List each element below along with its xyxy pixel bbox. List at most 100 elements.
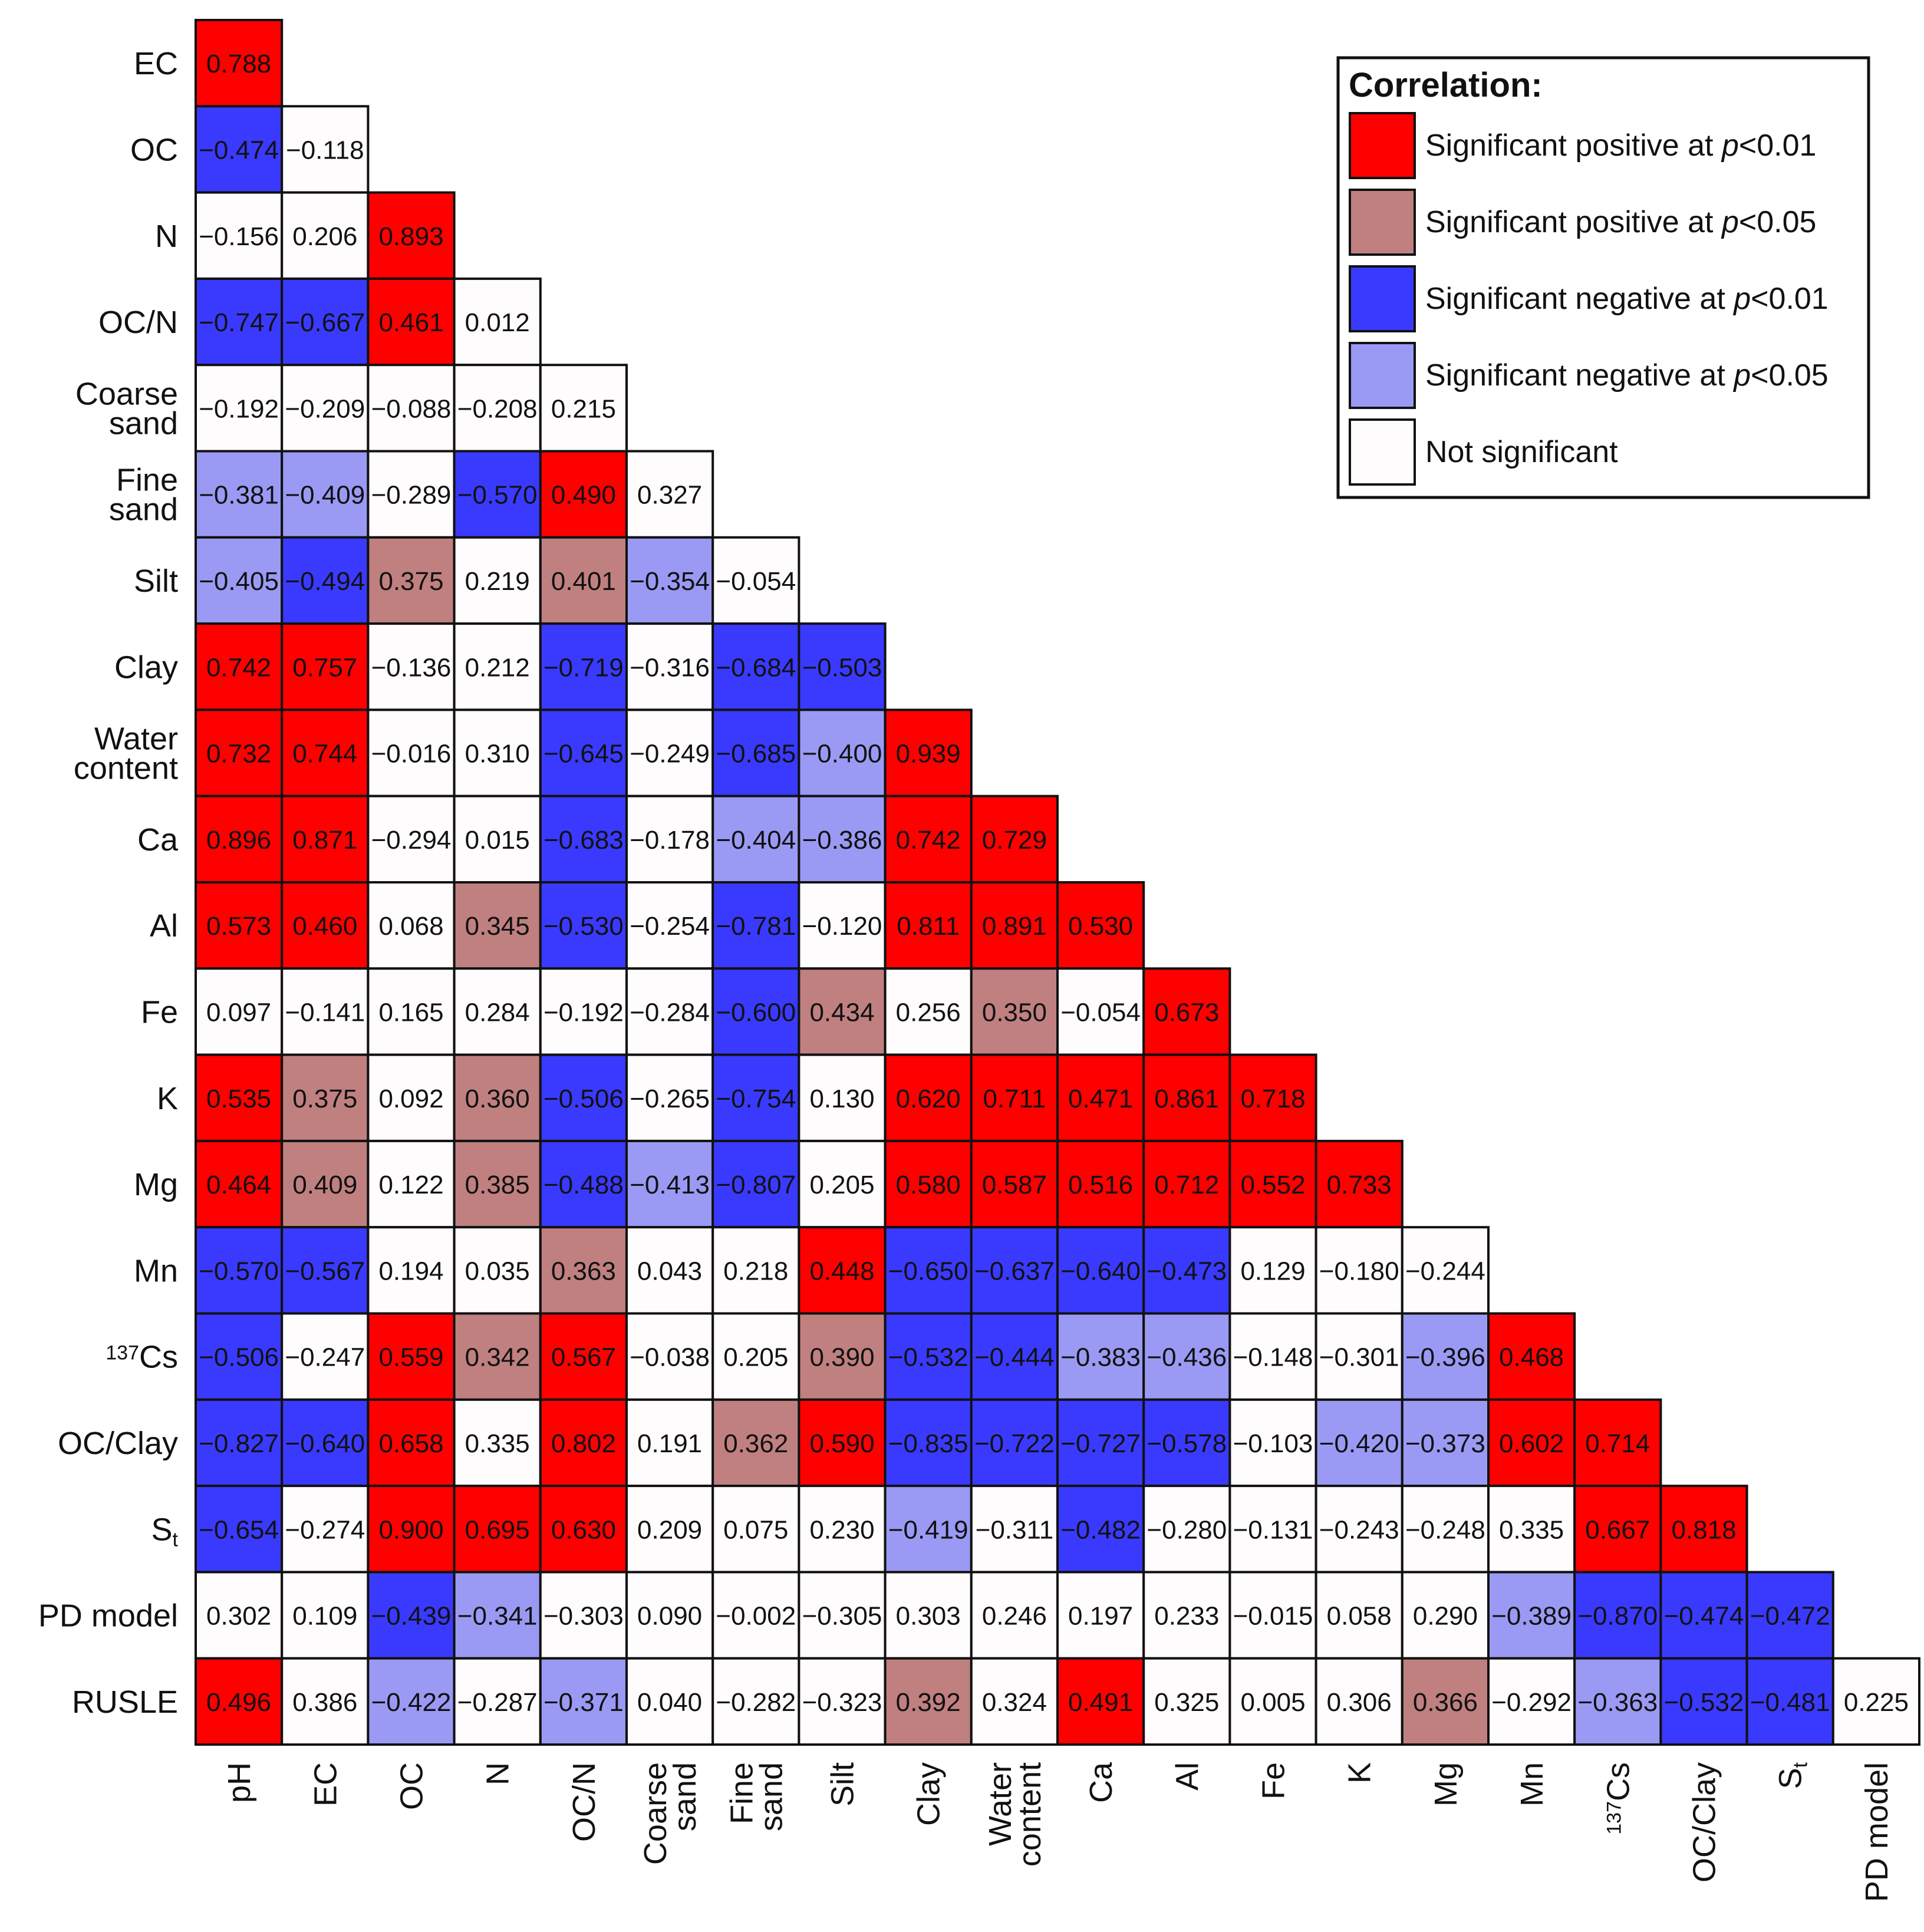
cell-value: −0.640 [285,1429,365,1458]
cell-value: 0.350 [982,998,1047,1027]
heatmap-cell [453,1139,542,1229]
column-label: Coarsesand [638,1762,703,1865]
heatmap-cell [884,1657,973,1746]
column-label: Watercontent [983,1762,1047,1867]
cell-value: −0.373 [1405,1429,1485,1458]
cell-value: 0.345 [465,912,530,941]
heatmap-cell [539,1053,628,1142]
heatmap-cell [367,794,456,883]
heatmap-cell [1659,1485,1748,1574]
cell-value: −0.754 [716,1084,796,1113]
cell-value: −0.719 [543,653,624,682]
cell-value: −0.494 [285,567,365,596]
cell-value: −0.570 [457,481,538,510]
column-label: Finesand [724,1762,789,1831]
cell-value: −0.570 [199,1257,279,1285]
heatmap-cell [884,1312,973,1401]
column-label: Mg [1428,1762,1464,1806]
heatmap-cell [539,622,628,711]
heatmap-cell [367,1398,456,1488]
cell-value: −0.088 [371,394,452,423]
cell-value: 0.535 [206,1084,271,1113]
heatmap-cell [1228,1053,1317,1142]
row-label: Silt [134,563,178,599]
cell-value: −0.386 [802,826,882,855]
row-label: OC/N [98,305,178,340]
heatmap-cell [1142,1053,1231,1142]
cell-value: −0.363 [1577,1688,1658,1717]
cell-value: 0.630 [551,1515,616,1544]
row-label: Fe [141,994,178,1030]
cell-value: −0.422 [371,1688,452,1717]
cell-value: 0.896 [206,826,271,855]
cell-value: −0.180 [1319,1257,1399,1285]
column-label: St [1773,1762,1812,1789]
cell-value: 0.225 [1844,1688,1909,1717]
cell-value: −0.371 [543,1688,624,1717]
heatmap-cell [798,1657,887,1746]
cell-value: −0.178 [630,826,710,855]
cell-value: 0.218 [723,1257,788,1285]
cell-value: −0.640 [1060,1257,1141,1285]
heatmap-cell [1142,1226,1231,1315]
heatmap-cell [711,622,800,711]
heatmap-cell [970,1139,1059,1229]
heatmap-cell [281,1226,370,1315]
cell-value: −0.247 [285,1343,365,1372]
heatmap-cell [367,1053,456,1142]
heatmap-cell [195,105,284,194]
heatmap-cell [1228,1657,1317,1746]
heatmap-cell [281,277,370,367]
cell-value: −0.015 [1233,1602,1313,1631]
cell-value: −0.685 [716,740,796,769]
cell-value: −0.667 [285,308,365,337]
heatmap-cell [798,1139,887,1229]
heatmap-cell [453,1571,542,1660]
cell-value: −0.054 [716,567,796,596]
cell-value: 0.757 [292,653,357,682]
cell-value: 0.939 [896,740,961,769]
row-label: Ca [137,822,179,858]
heatmap-cell [884,1139,973,1229]
heatmap-cell [1487,1657,1576,1746]
cell-value: −0.136 [371,653,452,682]
cell-value: −0.400 [802,740,882,769]
cell-value: −0.419 [888,1515,968,1544]
heatmap-cell [711,1226,800,1315]
heatmap-cell [367,881,456,970]
legend-swatch [1349,342,1416,409]
heatmap-cell [884,794,973,883]
heatmap-cell [1314,1312,1404,1401]
cell-value: −0.002 [716,1602,796,1631]
heatmap-cell [195,708,284,797]
row-label: Al [150,908,178,944]
cell-value: 0.215 [551,394,616,423]
legend-label: Significant positive at p<0.01 [1425,128,1816,163]
cell-value: 0.130 [809,1084,874,1113]
cell-value: −0.578 [1147,1429,1227,1458]
cell-value: 0.788 [206,50,271,78]
cell-value: −0.341 [457,1602,538,1631]
cell-value: −0.141 [285,998,365,1027]
cell-value: 0.587 [982,1171,1047,1199]
heatmap-cell [281,1657,370,1746]
heatmap-cell [367,1139,456,1229]
legend-frame [1336,56,1870,499]
heatmap-cell [1228,1312,1317,1401]
cell-value: −0.103 [1233,1429,1313,1458]
cell-value: 0.194 [378,1257,443,1285]
heatmap-cell [453,364,542,453]
cell-value: −0.532 [888,1343,968,1372]
heatmap-cell [884,1571,973,1660]
heatmap-cell [281,1571,370,1660]
cell-value: −0.436 [1147,1343,1227,1372]
heatmap-cell [1831,1657,1921,1746]
heatmap-cell [1487,1312,1576,1401]
cell-value: 0.205 [723,1343,788,1372]
heatmap-cell [625,1312,714,1401]
heatmap-cell [798,881,887,970]
cell-value: 0.711 [983,1084,1046,1113]
column-label: Mn [1514,1762,1550,1806]
cell-value: −0.503 [802,653,882,682]
